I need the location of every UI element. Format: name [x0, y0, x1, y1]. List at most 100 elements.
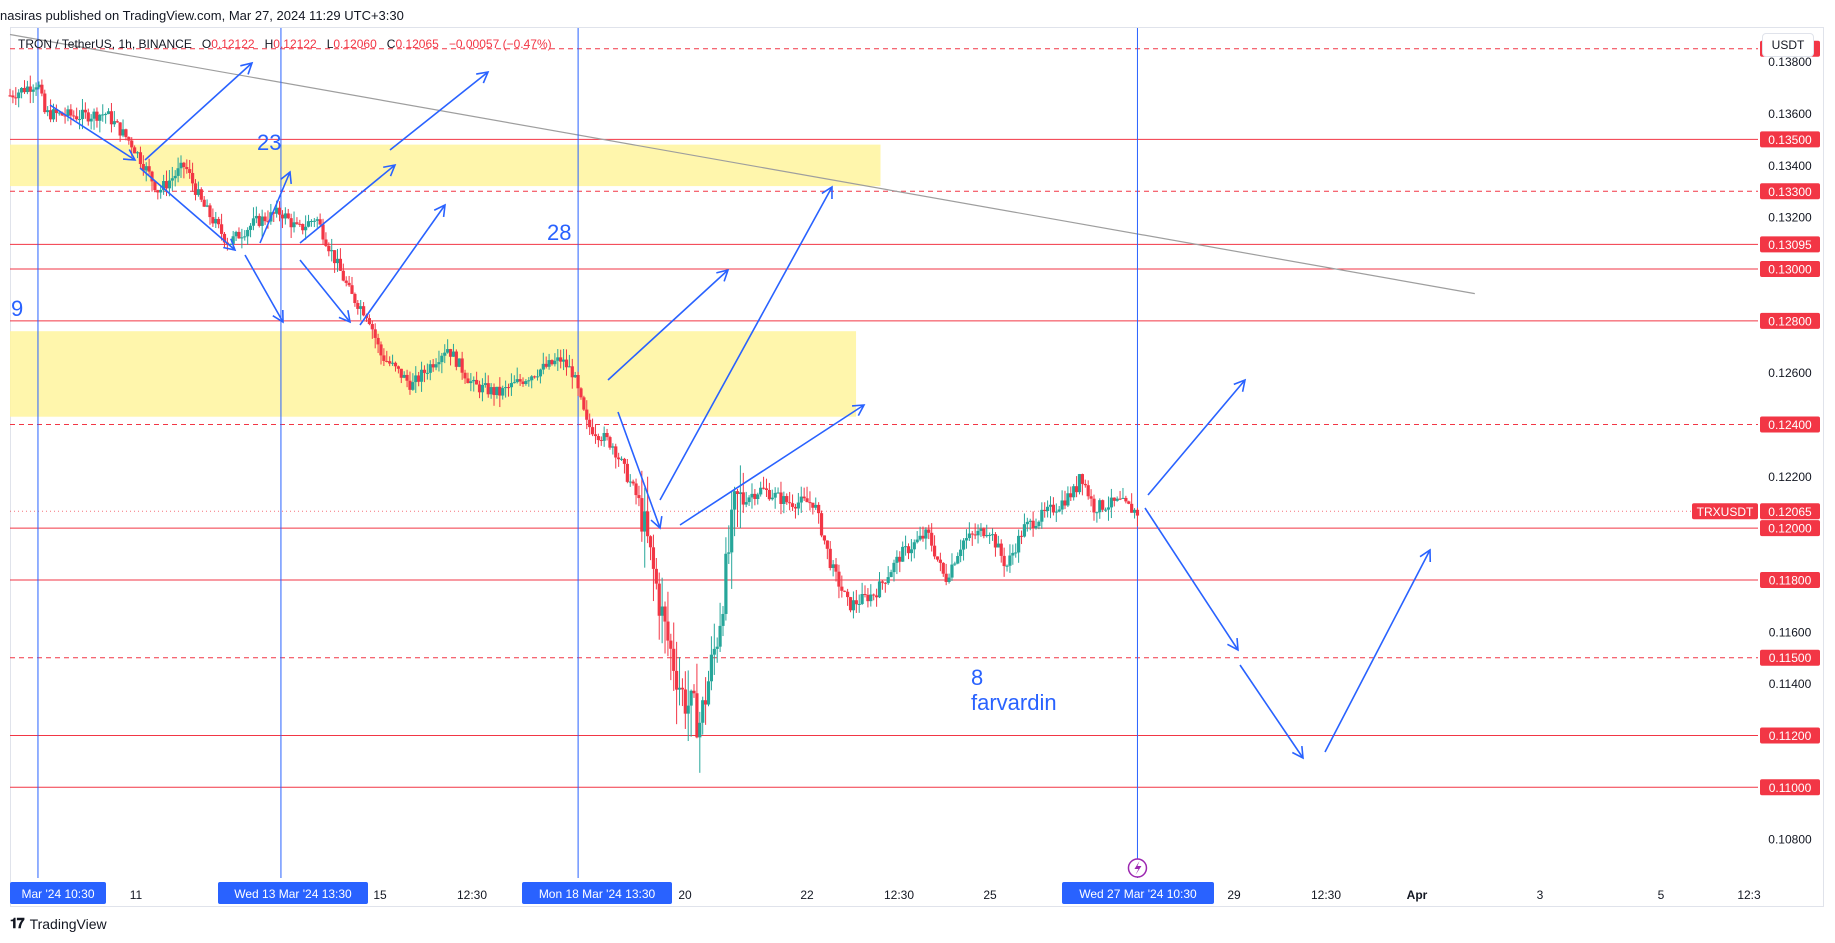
candle-body	[695, 693, 699, 738]
candle-body	[121, 129, 125, 136]
drawn-arrow-line	[244, 254, 284, 323]
x-tick-label: 5	[1658, 888, 1665, 902]
candle-body	[683, 689, 687, 714]
candle-body	[333, 250, 337, 264]
candle-body	[480, 385, 485, 393]
candle-body	[112, 121, 116, 125]
candle-body	[1098, 500, 1102, 513]
candle-body	[518, 379, 522, 382]
legend-change: −0.00057 (−0.47%)	[448, 37, 552, 51]
candle-body	[721, 613, 725, 626]
candle-body	[1072, 486, 1076, 498]
chart-frame[interactable]	[10, 27, 1824, 907]
legend-high: 0.12122	[273, 37, 317, 51]
candle-body	[959, 549, 963, 557]
drawn-arrow-head	[476, 70, 490, 84]
candle-body	[944, 573, 948, 582]
candle-body	[1109, 497, 1113, 508]
candle-body	[506, 387, 511, 389]
candle-body	[434, 364, 438, 368]
candle-body	[1118, 498, 1122, 500]
candle-body	[243, 236, 247, 238]
candle-body	[356, 303, 360, 309]
candle-body	[150, 171, 154, 182]
drawn-arrow-head	[280, 170, 292, 185]
price-level-tag	[1760, 520, 1820, 537]
drawn-arrow-line	[299, 164, 396, 244]
candle-body	[69, 109, 73, 116]
candle-body	[440, 355, 444, 363]
candle-body	[472, 379, 476, 382]
x-tick-label: 29	[1227, 888, 1241, 902]
candle-body	[912, 542, 916, 550]
candle-body	[648, 536, 653, 548]
candle-body	[14, 97, 18, 99]
currency-button[interactable]: USDT	[1762, 33, 1814, 57]
price-level-tag-label: 0.12800	[1768, 314, 1812, 328]
x-tick-label: 12:30	[1311, 888, 1341, 902]
candle-body	[988, 534, 992, 536]
x-tick-label: 3	[1537, 888, 1544, 902]
x-tick-label: 20	[678, 888, 692, 902]
candle-body	[970, 533, 974, 535]
candle-body	[1103, 509, 1108, 511]
candle-body	[527, 380, 531, 382]
candle-body	[796, 502, 800, 509]
candle-body	[77, 119, 82, 121]
price-level-tag	[1760, 261, 1820, 278]
candle-body	[37, 84, 41, 88]
price-level-tag-label: 0.13095	[1768, 238, 1812, 252]
candle-body	[854, 600, 858, 605]
candle-body	[822, 535, 827, 541]
candle-body	[1121, 497, 1125, 499]
candle-body	[379, 344, 383, 356]
candle-body	[550, 360, 554, 365]
candle-body	[819, 513, 824, 536]
candle-body	[808, 502, 812, 504]
candle-body	[1135, 509, 1140, 516]
candle-body	[463, 372, 467, 379]
candle-body	[475, 379, 479, 385]
candle-body	[956, 556, 960, 564]
candle-body	[564, 359, 569, 368]
candle-body	[921, 535, 925, 539]
candle-body	[811, 502, 815, 508]
candle-body	[188, 169, 192, 173]
price-level-tag	[1760, 571, 1820, 588]
candle-body	[535, 376, 540, 378]
legend-open: 0.12122	[211, 37, 255, 51]
symbol-legend[interactable]: TRON / TetherUS, 1h, BINANCE O0.12122 H0…	[18, 37, 552, 51]
candle-body	[1022, 524, 1027, 537]
candle-body	[735, 491, 740, 495]
candle-body	[573, 375, 577, 378]
candle-body	[60, 112, 64, 116]
candle-body	[877, 581, 882, 598]
tradingview-footer[interactable]: 𝟏𝟕 TradingView	[10, 915, 107, 932]
candle-body	[553, 360, 557, 365]
candle-body	[1037, 521, 1041, 527]
candle-body	[46, 110, 50, 113]
candle-body	[593, 434, 598, 437]
candle-body	[915, 539, 919, 543]
candle-body	[759, 487, 763, 495]
candle-body	[602, 432, 606, 441]
candle-body	[1011, 552, 1015, 556]
candle-body	[767, 490, 771, 500]
candle-body	[353, 293, 357, 304]
candle-body	[344, 280, 348, 283]
candle-body	[530, 376, 534, 381]
candle-body	[715, 646, 719, 649]
candle-body	[275, 207, 279, 214]
candle-body	[350, 285, 354, 294]
candle-body	[872, 594, 876, 596]
drawn-arrow-line	[259, 171, 291, 244]
candle-body	[860, 593, 864, 604]
candle-body	[164, 181, 169, 189]
candle-body	[115, 121, 119, 123]
candle-body	[764, 488, 769, 491]
candle-body	[217, 218, 221, 225]
candle-body	[1057, 509, 1061, 512]
candle-body	[509, 383, 514, 388]
x-tick-label: 15	[373, 888, 387, 902]
